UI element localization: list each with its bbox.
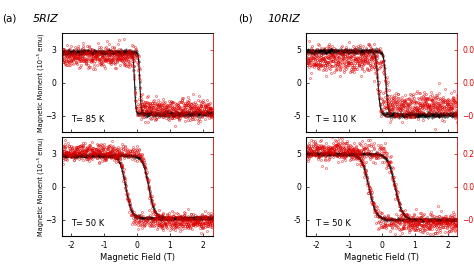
Text: T= 85 K: T= 85 K: [71, 115, 104, 125]
Text: (b): (b): [238, 14, 253, 24]
Text: (a): (a): [2, 14, 17, 24]
Text: T = 50 K: T = 50 K: [315, 219, 351, 229]
Y-axis label: Magnetic Moment (10⁻⁵ emu): Magnetic Moment (10⁻⁵ emu): [36, 34, 44, 132]
Text: T = 110 K: T = 110 K: [315, 115, 356, 125]
X-axis label: Magnetic Field (T): Magnetic Field (T): [345, 253, 419, 262]
Text: T= 50 K: T= 50 K: [71, 219, 104, 229]
Text: 5RIZ: 5RIZ: [33, 14, 59, 24]
Y-axis label: Magnetic Moment (10⁻⁵ emu): Magnetic Moment (10⁻⁵ emu): [36, 138, 44, 236]
Text: 10RIZ: 10RIZ: [268, 14, 301, 24]
X-axis label: Magnetic Field (T): Magnetic Field (T): [100, 253, 174, 262]
